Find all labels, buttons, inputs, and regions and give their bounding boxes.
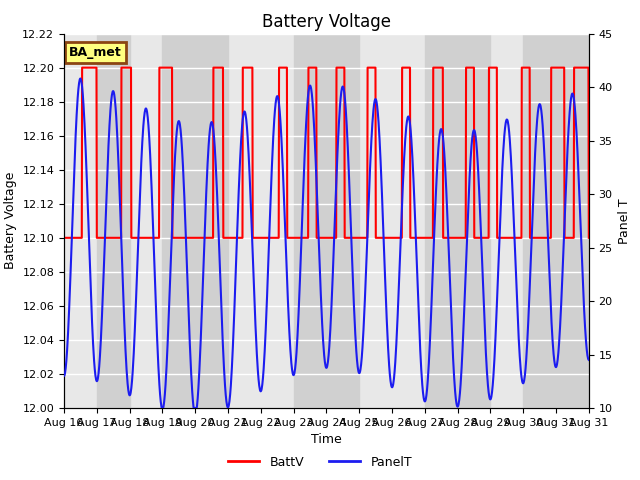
Bar xyxy=(294,34,359,408)
Bar xyxy=(425,34,490,408)
Bar xyxy=(97,34,130,408)
Legend: BattV, PanelT: BattV, PanelT xyxy=(223,451,417,474)
Bar xyxy=(163,34,228,408)
Text: BA_met: BA_met xyxy=(69,46,122,59)
Bar xyxy=(524,34,589,408)
Title: Battery Voltage: Battery Voltage xyxy=(262,12,391,31)
Y-axis label: Battery Voltage: Battery Voltage xyxy=(4,172,17,269)
X-axis label: Time: Time xyxy=(311,433,342,446)
Y-axis label: Panel T: Panel T xyxy=(618,198,631,244)
